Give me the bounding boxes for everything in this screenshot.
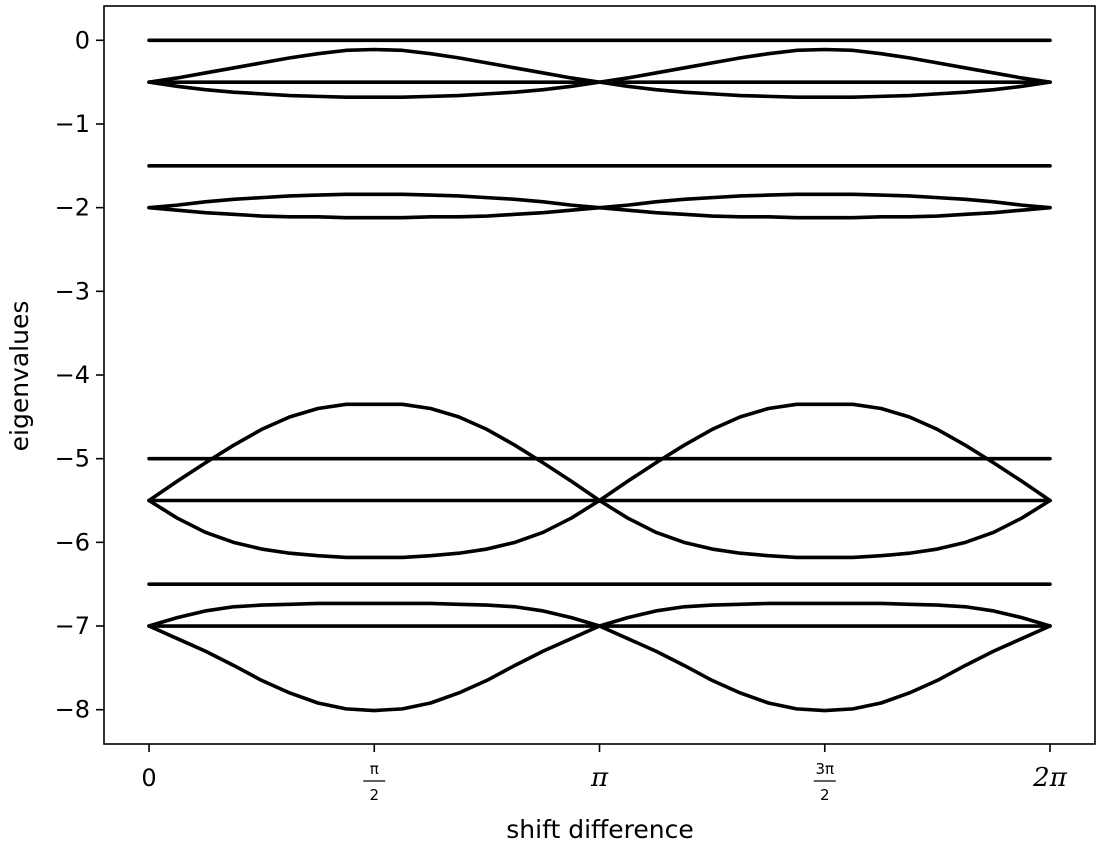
eigenvalue-branch-8 [147, 402, 1052, 503]
eigenvalue-branch-11 [147, 498, 1052, 560]
series-layer [147, 38, 1052, 713]
y-tick-label-8: −8 [55, 696, 90, 724]
x-tick-label-4: 2π [1032, 763, 1068, 793]
plot-frame [103, 5, 1096, 745]
x-tick-label-3: 3π2 [813, 760, 836, 804]
y-tick-label-3: −3 [55, 277, 90, 305]
x-tick-label-numerator: 3π [815, 760, 834, 778]
eigenvalue-branch-4 [147, 80, 1052, 99]
x-tick-label-denominator: 2 [369, 786, 379, 804]
x-tick-label-numerator: π [370, 760, 379, 778]
y-tick-label-1: −1 [55, 110, 90, 138]
eigenvalue-branch-2 [147, 47, 1052, 84]
x-tick-label-denominator: 2 [820, 786, 830, 804]
y-tick-label-5: −5 [55, 445, 90, 473]
eigenvalue-branch-7 [147, 205, 1052, 220]
eigenvalue-branch-13 [147, 601, 1052, 628]
eigenvalue-branch-6 [147, 192, 1052, 210]
y-axis-label: eigenvalues [5, 301, 34, 452]
x-tick-label-2: π [590, 763, 609, 793]
y-tick-label-7: −7 [55, 612, 90, 640]
y-tick-label-4: −4 [55, 361, 90, 389]
y-tick-label-2: −2 [55, 194, 90, 222]
eigenvalue-branch-15 [147, 624, 1052, 713]
x-axis-label: shift difference [506, 815, 693, 843]
y-tick-label-6: −6 [55, 528, 90, 556]
y-tick-label-0: 0 [75, 26, 90, 54]
x-tick-label-1: π2 [363, 760, 386, 804]
x-tick-label-0: 0 [141, 764, 156, 792]
